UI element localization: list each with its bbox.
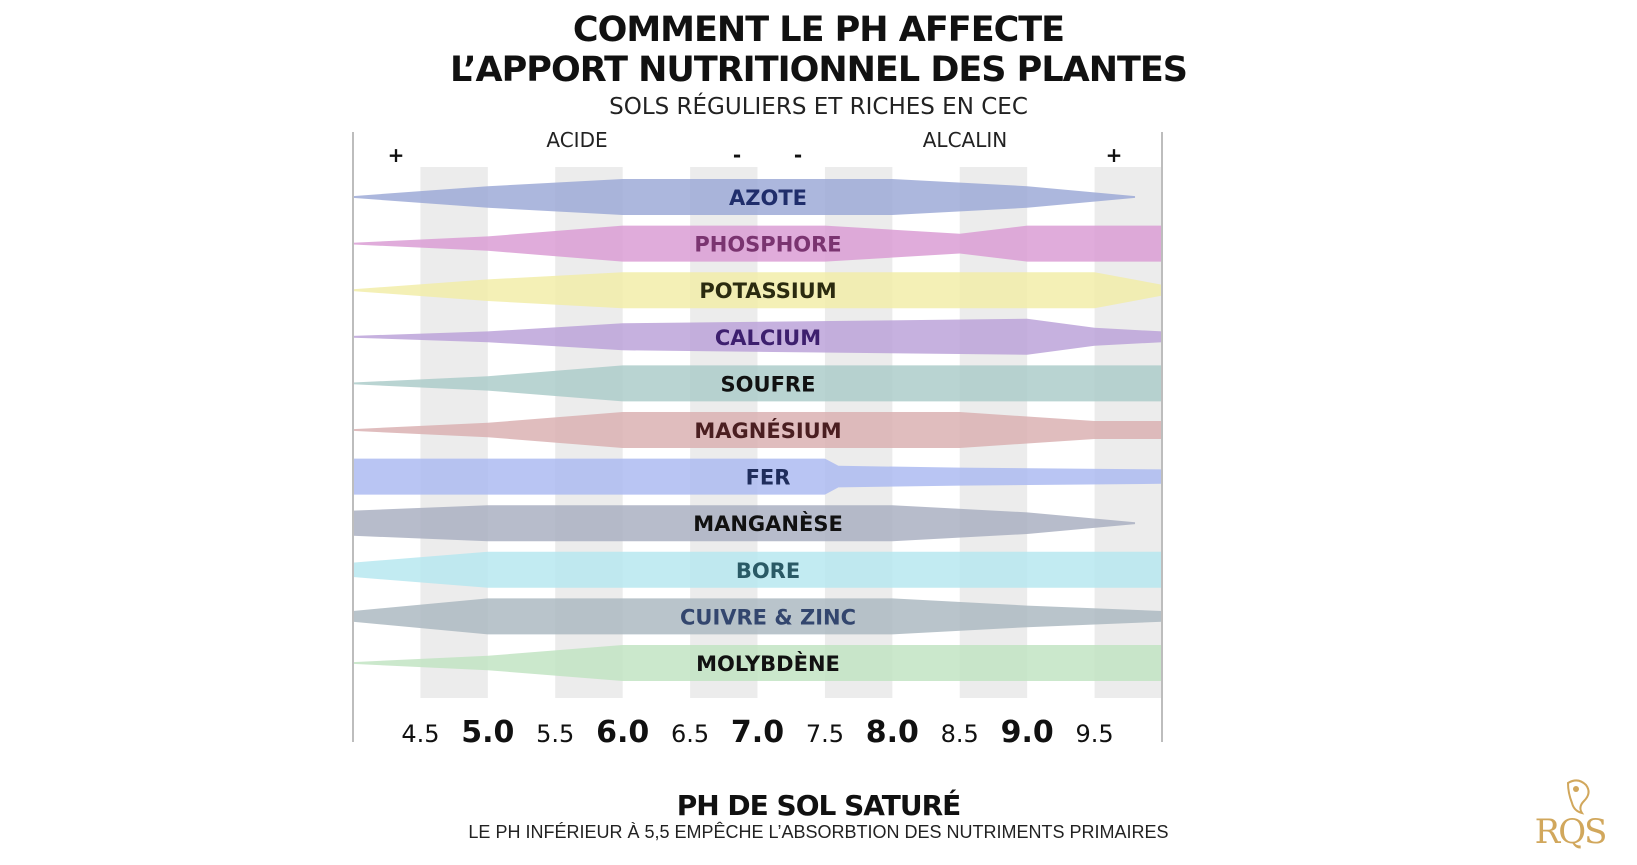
x-axis-title: PH DE SOL SATURÉ [676,789,962,822]
ph-tick-label: 5.0 [461,715,514,750]
nutrient-label: CUIVRE & ZINC [680,605,856,629]
nutrient-label: MAGNÉSIUM [694,418,841,443]
nutrient-label: FER [746,466,791,490]
ph-tick-labels: 4.5 5.0 5.5 6.0 6.5 7.0 7.5 8.0 8.5 9.0 9.5 [401,715,1113,750]
nutrient-band [353,551,1162,588]
nutrient-band [353,598,1162,635]
nutrient-band [353,458,1162,495]
nutrient-band [353,645,1162,681]
ph-tick-label: 9.5 [1075,720,1113,748]
nutrient-band [353,318,1162,355]
ph-tick-label: 6.5 [671,720,709,748]
nutrient-label: PHOSPHORE [694,233,841,257]
acid-label: ACIDE [546,128,607,152]
ph-tick-label: 7.0 [731,715,784,750]
nutrient-band [353,272,1162,309]
nutrient-bands [353,179,1162,681]
ph-tick-label: 7.5 [806,720,844,748]
minus-right-sign: - [794,143,802,167]
nutrient-label: MOLYBDÈNE [696,651,840,676]
ph-tick-label: 5.5 [536,720,574,748]
nutrient-labels: AZOTE PHOSPHORE POTASSIUM CALCIUM SOUFRE MAGN… [680,186,856,676]
nutrient-label: AZOTE [729,186,807,210]
ph-tick-label: 8.0 [866,715,919,750]
chart-title-line-1: COMMENT LE PH AFFECTE [572,10,1065,50]
plus-left-sign: + [388,143,405,167]
nutrient-band [353,365,1162,402]
minus-left-sign: - [733,143,741,167]
alkaline-label: ALCALIN [923,128,1007,152]
plus-right-sign: + [1106,143,1123,167]
rqs-logo: RQS [1535,779,1607,852]
nutrient-band [353,412,1162,448]
nutrient-band [353,225,1162,262]
nutrient-label: SOUFRE [721,372,816,396]
nutrient-band [353,505,1136,542]
ph-tick-label: 6.0 [596,715,649,750]
chart-title-line-2: L’APPORT NUTRITIONNEL DES PLANTES [450,50,1188,90]
svg-text:RQS: RQS [1535,812,1606,852]
nutrient-label: MANGANÈSE [693,511,843,536]
chart-subtitle: SOLS RÉGULIERS ET RICHES EN CEC [609,94,1028,120]
nutrient-label: CALCIUM [715,326,821,350]
ph-tick-label: 9.0 [1001,715,1054,750]
nutrient-band [353,179,1136,215]
nutrient-label: BORE [736,559,800,583]
ph-tick-label: 4.5 [401,720,439,748]
nutrient-label: POTASSIUM [699,279,836,303]
footnote: LE PH INFÉRIEUR À 5,5 EMPÊCHE L’ABSORBTI… [468,822,1169,842]
ph-tick-label: 8.5 [941,720,979,748]
